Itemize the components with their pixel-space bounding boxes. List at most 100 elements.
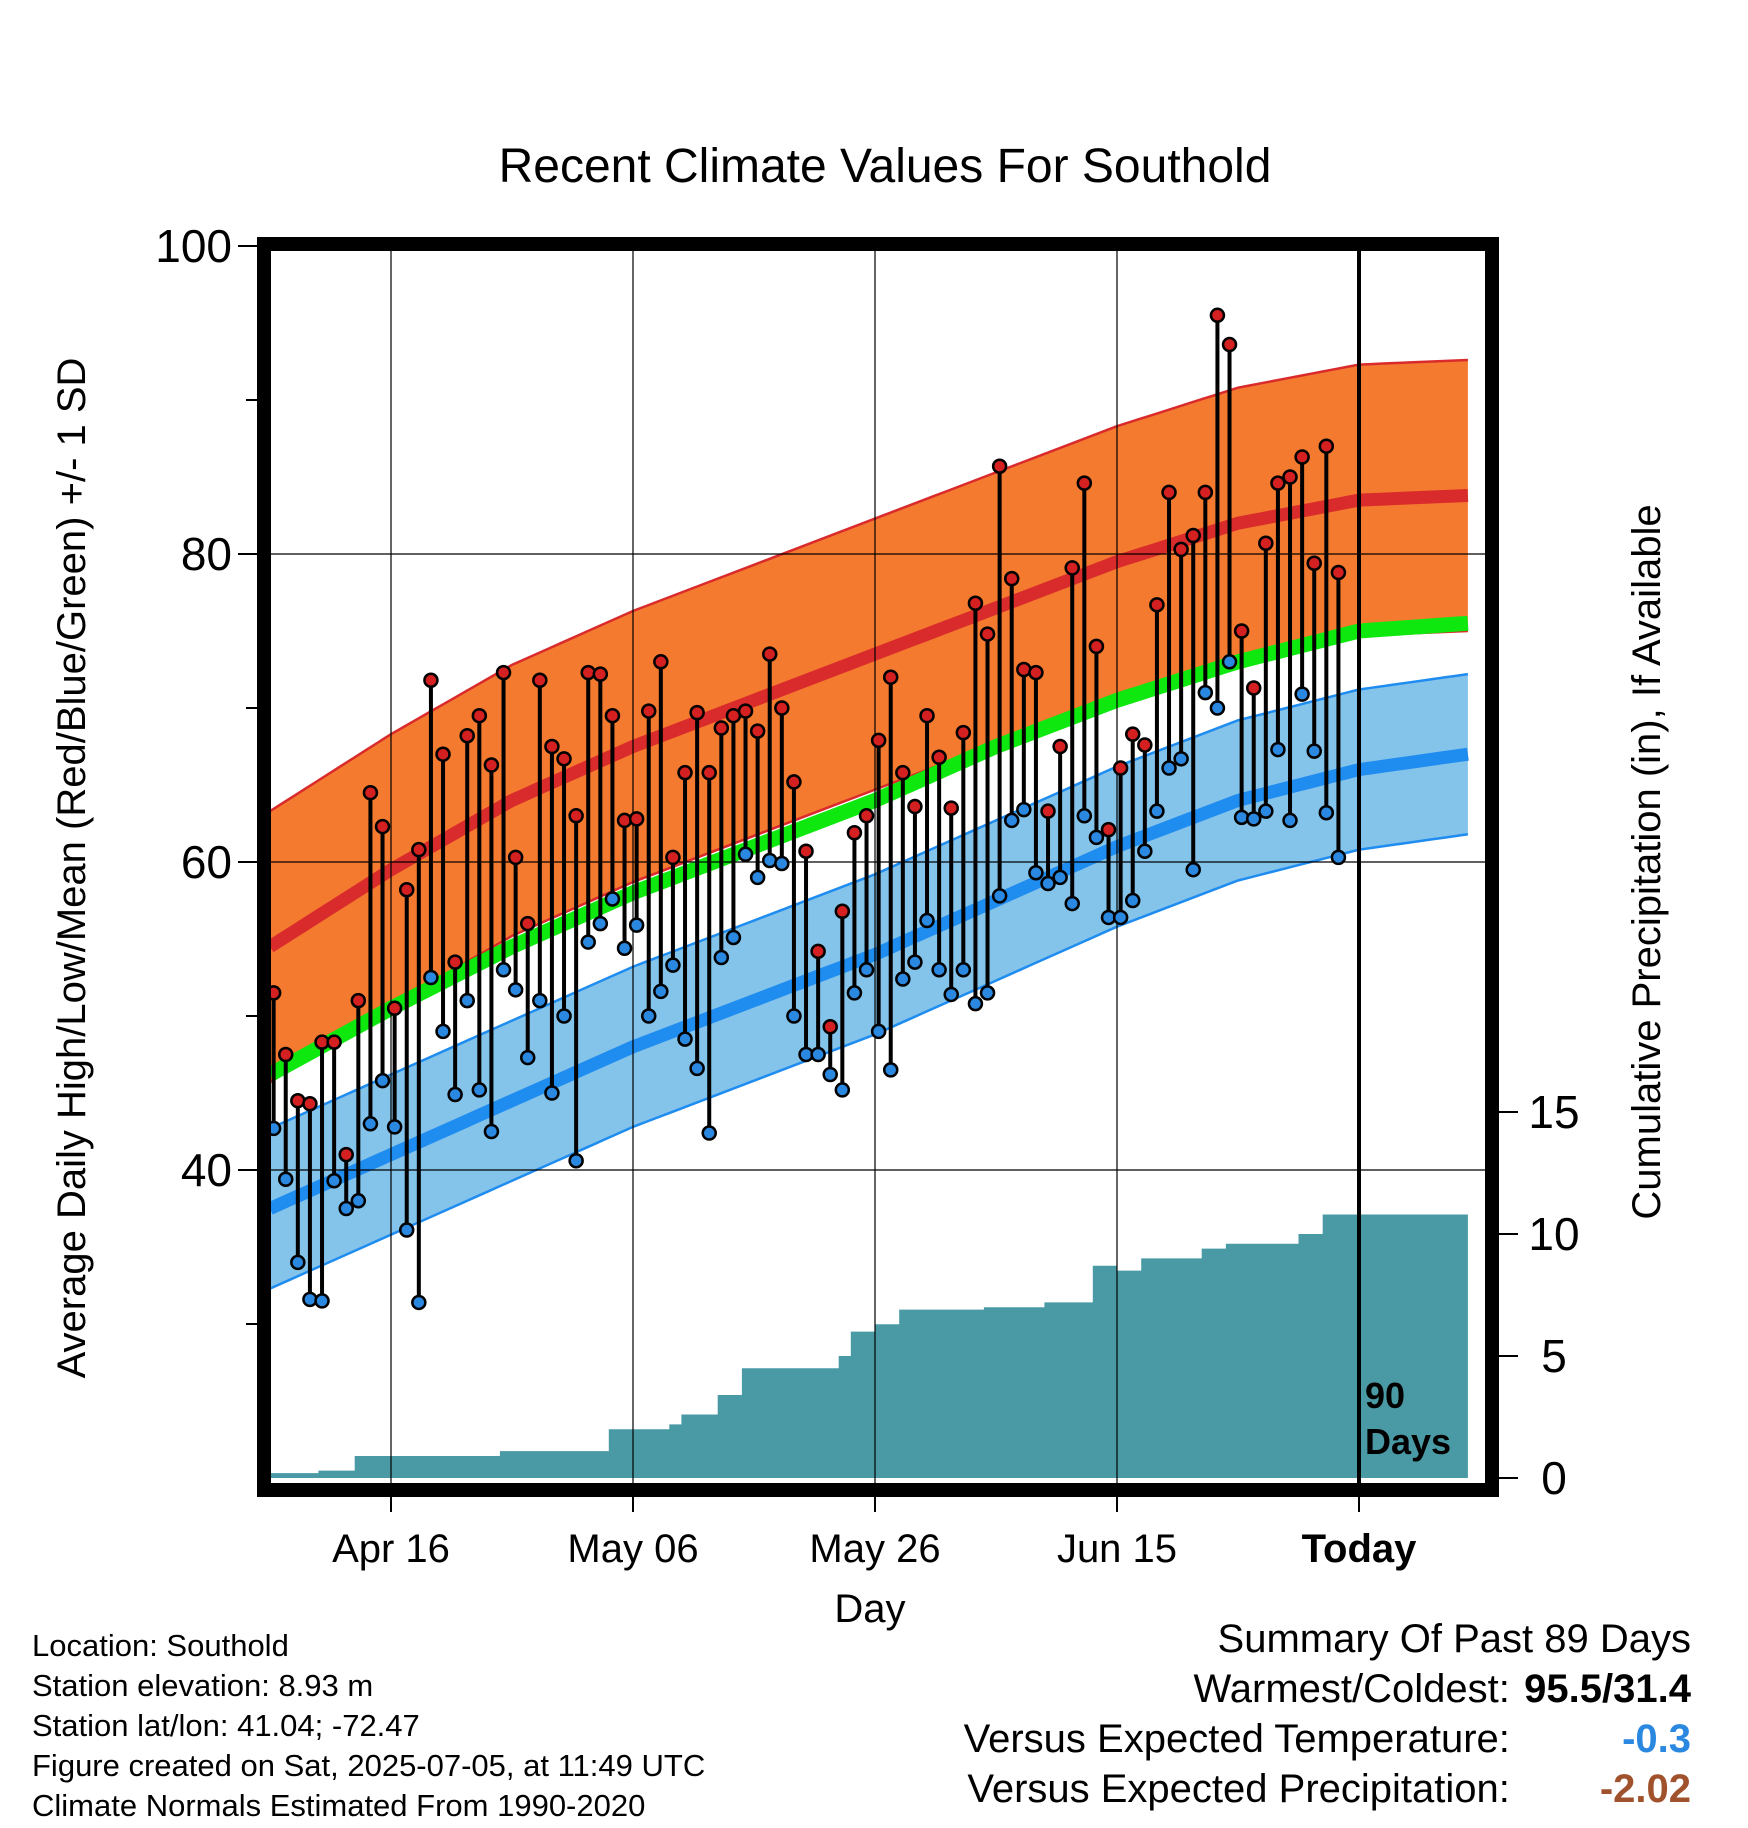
daily-low-point (1258, 803, 1274, 819)
temp-value: -0.3 (1622, 1717, 1691, 1761)
daily-high-point (665, 849, 681, 866)
daily-high-point (1233, 623, 1250, 639)
daily-low-point (616, 940, 633, 956)
daily-low-point (955, 962, 972, 978)
daily-low-point (1112, 909, 1129, 926)
daily-high-point (1040, 803, 1056, 819)
precip-label: Versus Expected Precipitation: (967, 1767, 1510, 1811)
daily-high-point (822, 1019, 838, 1035)
daily-low-point (362, 1116, 379, 1132)
x-tick-label: May 06 (567, 1527, 698, 1571)
station-info: Location: Southold Station elevation: 8.… (32, 1626, 705, 1826)
daily-low-point (495, 962, 512, 978)
daily-low-point (314, 1293, 330, 1309)
daily-low-point (1016, 801, 1032, 818)
daily-high-point (459, 727, 475, 744)
daily-low-point (604, 891, 621, 907)
daily-low-point (1088, 829, 1105, 846)
daily-high-point (1330, 564, 1347, 581)
daily-low-point (1185, 861, 1201, 878)
daily-high-point (774, 700, 790, 716)
daily-high-point (532, 672, 548, 689)
daily-low-point (1294, 686, 1310, 702)
daily-high-point (1003, 570, 1020, 587)
daily-high-point (870, 732, 887, 749)
daily-high-point (1282, 469, 1298, 485)
daily-low-point (507, 982, 524, 998)
daily-high-point (447, 954, 463, 970)
daily-low-point (919, 912, 935, 929)
daily-high-point (604, 707, 621, 724)
daily-low-point (846, 985, 863, 1001)
daily-low-point (822, 1066, 838, 1083)
y2-axis-label: Cumulative Precipitation (in), If Availa… (1625, 504, 1669, 1219)
daily-high-point (1052, 738, 1068, 755)
daily-low-point (786, 1008, 802, 1024)
daily-low-point (592, 915, 609, 932)
daily-low-point (398, 1222, 415, 1238)
daily-high-point (423, 672, 439, 689)
temp-label: Versus Expected Temperature: (963, 1717, 1510, 1761)
y-tick-label: 60 (181, 836, 232, 888)
daily-low-point (943, 986, 959, 1003)
daily-low-point (882, 1062, 899, 1078)
y-tick-label: 80 (181, 528, 232, 580)
daily-low-point (810, 1046, 826, 1063)
daily-high-point (386, 1000, 403, 1017)
daily-high-point (907, 798, 923, 815)
daily-high-point (1306, 555, 1322, 571)
daily-high-point (1221, 336, 1238, 353)
daily-high-point (374, 818, 391, 835)
daily-low-point (1209, 700, 1226, 716)
daily-high-point (507, 849, 524, 866)
daily-high-point (1270, 475, 1286, 491)
x-axis-label: Day (834, 1587, 905, 1631)
daily-low-point (870, 1023, 887, 1040)
daily-high-point (411, 841, 427, 858)
daily-low-point (1149, 803, 1165, 819)
x-tick-label: Apr 16 (332, 1527, 450, 1571)
daily-low-point (483, 1123, 500, 1140)
daily-low-point (1197, 684, 1214, 701)
daily-low-point (1124, 892, 1141, 909)
daily-low-point (326, 1173, 342, 1189)
daily-high-point (846, 824, 863, 841)
daily-high-point (689, 704, 705, 721)
normal-mean-line (266, 615, 1469, 1082)
normal-low-mean-line (267, 747, 1469, 1215)
daily-high-point (495, 664, 512, 681)
daily-low-point (1306, 743, 1322, 759)
y2-tick-label: 10 (1528, 1208, 1579, 1260)
elevation-line: Station elevation: 8.93 m (32, 1668, 374, 1703)
daily-low-point (991, 888, 1008, 904)
daily-low-point (556, 1008, 572, 1024)
daily-low-point (471, 1082, 488, 1098)
daily-low-point (1221, 654, 1238, 670)
daily-low-point (689, 1060, 705, 1077)
daily-high-point (713, 720, 730, 736)
daily-high-point (544, 738, 560, 755)
daily-low-point (423, 969, 439, 986)
daily-high-point (1318, 438, 1335, 454)
daily-high-point (1064, 560, 1080, 576)
daily-low-point (277, 1171, 294, 1187)
precip-row: Versus Expected Precipitation: -2.02 (964, 1764, 1691, 1814)
daily-low-point (1040, 875, 1056, 892)
daily-low-point (725, 929, 742, 946)
daily-high-point (302, 1096, 318, 1112)
temp-row: Versus Expected Temperature: -0.3 (964, 1714, 1691, 1764)
daily-low-point (979, 985, 996, 1001)
y2-tick-label: 5 (1541, 1330, 1567, 1382)
daily-high-point (1173, 541, 1189, 558)
daily-low-point (653, 983, 669, 1000)
daily-high-point (435, 746, 451, 762)
daily-high-point (592, 666, 609, 682)
daily-high-point (471, 707, 488, 724)
precip-value: -2.02 (1599, 1767, 1691, 1811)
daily-high-point (991, 458, 1008, 474)
daily-low-point (749, 869, 766, 886)
daily-high-point (967, 595, 984, 612)
daily-high-point (955, 724, 972, 741)
x-tick-label: May 26 (809, 1527, 940, 1571)
daily-high-point (1137, 737, 1153, 753)
